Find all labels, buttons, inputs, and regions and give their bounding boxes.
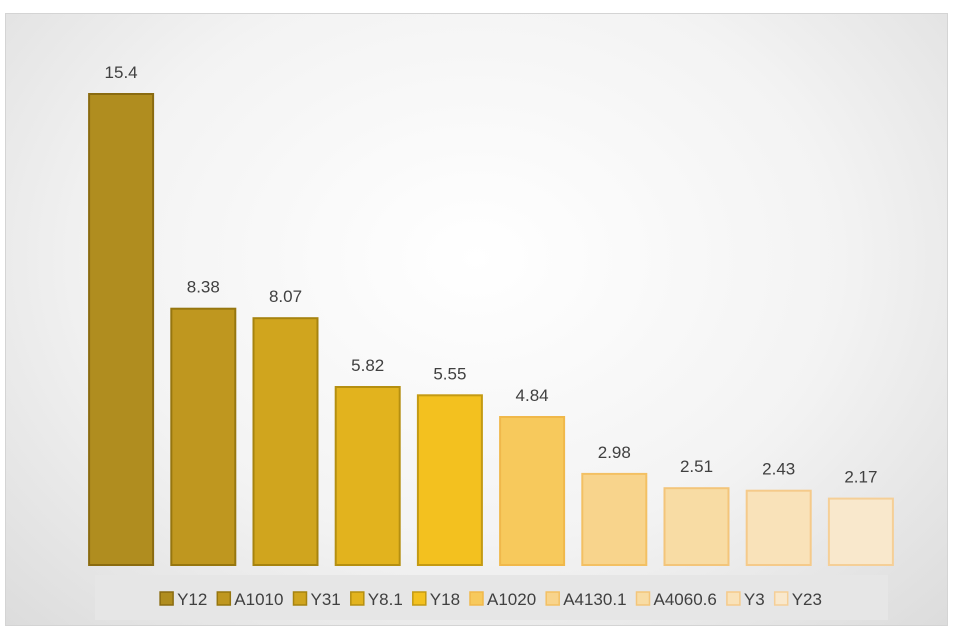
legend-label-Y31: Y31 <box>311 590 341 609</box>
legend-label-A1020: A1020 <box>487 590 536 609</box>
legend-swatch-A1020 <box>469 591 484 606</box>
legend-swatch-Y8.1 <box>350 591 365 606</box>
data-label-Y18: 5.55 <box>433 364 466 383</box>
legend-label-A1010: A1010 <box>234 590 283 609</box>
bar-A4130.1 <box>581 472 648 566</box>
legend-swatch-Y18 <box>412 591 427 606</box>
legend-label-Y23: Y23 <box>792 590 822 609</box>
legend-label-Y3: Y3 <box>744 590 765 609</box>
data-label-A1010: 8.38 <box>187 278 220 297</box>
value-labels-group: 15.4 8.38 8.07 5.82 5.55 4.84 2.98 2.51 2.43 2.17 <box>105 63 878 487</box>
bar-Y12 <box>88 93 155 566</box>
legend-swatch-Y31 <box>292 591 308 606</box>
bar-Y31 <box>252 317 319 567</box>
bar-Y8.1 <box>334 386 401 566</box>
legend-swatch-Y12 <box>159 591 174 606</box>
data-label-Y3: 2.43 <box>762 460 795 479</box>
data-label-Y8.1: 5.82 <box>351 356 384 375</box>
bar-Y23 <box>827 497 894 567</box>
bar-A1010 <box>170 307 237 566</box>
bar-A1020 <box>499 416 566 566</box>
legend-swatch-A4060.6 <box>635 591 651 606</box>
data-label-A4130.1: 2.98 <box>598 443 631 462</box>
data-label-Y12: 15.4 <box>105 63 138 82</box>
data-label-Y23: 2.17 <box>844 468 877 487</box>
legend-label-A4060.6: A4060.6 <box>654 590 717 609</box>
legend-swatch-A4130.1 <box>545 591 560 606</box>
data-label-Y31: 8.07 <box>269 287 302 306</box>
legend-label-Y8.1: Y8.1 <box>368 590 403 609</box>
legend-label-Y18: Y18 <box>430 590 460 609</box>
bars-group <box>88 93 894 567</box>
data-label-A4060.6: 2.51 <box>680 457 713 476</box>
bar-Y18 <box>416 394 483 566</box>
legend: Y12 A1010 Y31 Y8.1 Y18 A1020 A4130.1 A4060.6 Y3 Y… <box>159 590 822 609</box>
legend-label-Y12: Y12 <box>177 590 207 609</box>
bar-Y3 <box>745 489 812 567</box>
legend-swatch-Y23 <box>773 591 789 606</box>
bar-A4060.6 <box>663 487 730 567</box>
legend-swatch-Y3 <box>726 591 741 606</box>
legend-label-A4130.1: A4130.1 <box>563 590 626 609</box>
legend-swatch-A1010 <box>216 591 232 606</box>
data-label-A1020: 4.84 <box>516 386 549 405</box>
